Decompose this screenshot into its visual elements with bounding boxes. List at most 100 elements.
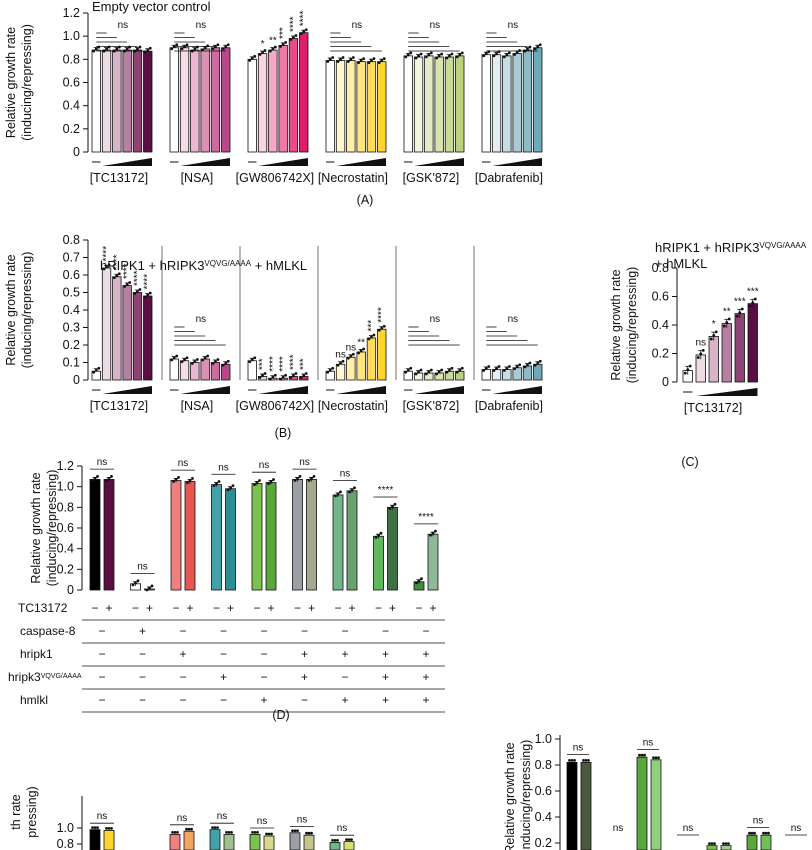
tc-sign: + <box>389 601 396 615</box>
data-point <box>339 361 342 365</box>
data-point <box>307 479 311 482</box>
bar <box>377 328 387 381</box>
group-label: [NSA] <box>181 171 214 185</box>
group-label: [GW806742X] <box>236 171 315 185</box>
comparison-ns-label: ns <box>430 314 441 325</box>
data-point <box>143 50 147 54</box>
bar <box>747 303 758 383</box>
data-point <box>211 47 215 51</box>
bar <box>373 535 384 591</box>
data-point <box>284 41 288 44</box>
tc-sign: − <box>294 601 301 615</box>
data-point <box>272 478 275 481</box>
table-cell: + <box>422 670 429 684</box>
data-point <box>455 370 459 374</box>
bar <box>377 61 387 153</box>
data-point <box>110 827 113 830</box>
data-point <box>326 370 330 374</box>
data-point <box>431 531 435 535</box>
bar <box>249 834 261 850</box>
data-point <box>312 474 316 478</box>
bar <box>356 351 366 381</box>
comparison-ns-label: ns <box>508 314 519 325</box>
data-point <box>448 54 451 58</box>
bar <box>481 54 491 153</box>
table-cell: − <box>179 693 186 707</box>
bar <box>91 49 101 153</box>
bar <box>366 337 377 381</box>
significance-label: ** <box>357 337 365 348</box>
y-tick-label: 0.4 <box>535 810 552 824</box>
data-point <box>146 293 150 297</box>
data-point <box>258 479 261 482</box>
table-row-label: TC13172 <box>18 601 68 615</box>
row-label-superscript: VQVG/AAAA <box>41 673 82 680</box>
data-point <box>538 359 542 363</box>
data-point <box>310 831 313 835</box>
data-point <box>226 359 230 363</box>
data-point <box>125 283 129 286</box>
dose-wedge <box>336 386 386 394</box>
significance-label: *** <box>278 27 289 39</box>
bar <box>335 363 346 381</box>
data-point <box>341 56 345 59</box>
bar <box>580 762 592 850</box>
data-point <box>292 374 295 377</box>
data-point <box>515 365 519 369</box>
data-point <box>450 366 454 370</box>
tc-sign: + <box>308 601 315 615</box>
comparison-ns-label: ns <box>352 20 363 31</box>
table-cell: − <box>382 624 389 638</box>
data-point <box>253 483 256 487</box>
data-point <box>133 292 137 295</box>
panel-b: 0 0.1 0.2 0.3 0.4 0.5 0.6 0.7 0.8 Relative growth… <box>4 233 543 440</box>
bar <box>112 49 122 153</box>
y-tick-label: 0.8 <box>57 837 74 850</box>
tc-sign: − <box>172 601 179 615</box>
tc-sign: + <box>429 601 436 615</box>
y-tick-label: 0.6 <box>63 268 80 282</box>
group-label: [GW806742X] <box>236 399 315 413</box>
data-point <box>185 827 188 831</box>
data-point <box>391 504 394 508</box>
comparison-ns-label: ns <box>118 20 129 31</box>
data-point <box>460 366 464 370</box>
bar <box>179 360 190 381</box>
data-point <box>526 363 529 367</box>
data-point <box>484 52 488 56</box>
data-point <box>767 831 770 835</box>
data-point <box>458 368 462 372</box>
data-point <box>302 30 306 34</box>
data-point <box>437 54 441 58</box>
panel-caption: (C) <box>681 455 698 469</box>
data-point <box>289 376 293 379</box>
dose-wedge <box>102 386 152 394</box>
title-tail: + hMLKL <box>251 258 307 273</box>
data-point <box>148 46 152 50</box>
data-point <box>513 53 517 56</box>
bar <box>112 276 122 381</box>
data-point <box>188 479 192 482</box>
y-axis-label: (inducing/repressing) <box>20 24 34 141</box>
data-point <box>487 365 491 368</box>
data-point <box>296 477 299 480</box>
data-point <box>216 358 220 361</box>
significance-label: ns <box>218 462 229 473</box>
data-point <box>710 842 714 845</box>
tc-sign: + <box>348 601 355 615</box>
data-point <box>269 480 273 483</box>
data-point <box>267 482 270 485</box>
data-point <box>688 364 692 368</box>
data-point <box>362 57 366 61</box>
bar <box>190 362 200 381</box>
y-axis-label: (inducing/repressing) <box>625 267 639 384</box>
data-point <box>419 368 423 372</box>
y-tick-label: 0.4 <box>63 99 80 113</box>
data-point <box>175 43 179 47</box>
table-cell: − <box>139 670 146 684</box>
bar <box>200 48 210 153</box>
bar <box>210 47 221 153</box>
data-point <box>221 363 225 367</box>
group-label: [GSK'872] <box>403 399 460 413</box>
bar <box>101 49 112 153</box>
